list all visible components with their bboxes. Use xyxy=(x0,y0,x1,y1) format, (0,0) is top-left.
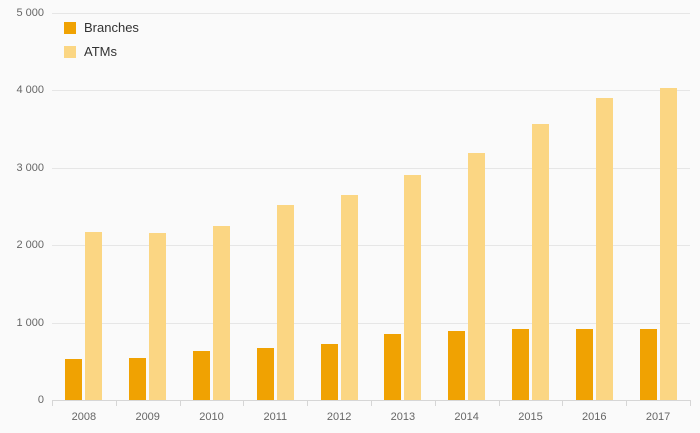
bar-branches-2015 xyxy=(511,328,529,400)
bar-atms-2008 xyxy=(85,232,103,400)
gridline xyxy=(52,322,690,324)
bar-group-2011: 2011 xyxy=(256,13,294,423)
y-axis-label: 3 000 xyxy=(16,161,44,174)
x-axis-tick xyxy=(115,400,117,406)
bar-atms-2009 xyxy=(149,232,167,400)
x-axis-tick xyxy=(562,400,564,406)
x-axis-label: 2013 xyxy=(390,411,416,423)
x-axis-label: 2014 xyxy=(454,411,479,423)
bar-group-2012: 2012 xyxy=(320,13,358,423)
bar-atms-2016 xyxy=(595,98,613,400)
bar-atms-2015 xyxy=(531,124,549,400)
x-axis-tick xyxy=(690,400,691,406)
bar-branches-2011 xyxy=(256,348,274,400)
bar-group-2017: 2017 xyxy=(639,13,677,423)
x-axis-tick xyxy=(307,400,309,406)
bar-atms-2017 xyxy=(659,88,677,400)
bar-atms-2010 xyxy=(212,225,230,400)
bar-atms-2013 xyxy=(404,174,422,400)
x-axis-label: 2016 xyxy=(582,411,607,423)
x-axis-label: 2015 xyxy=(518,411,543,423)
bar-branches-2012 xyxy=(320,343,338,400)
bar-branches-2010 xyxy=(192,351,210,400)
bar-branches-2009 xyxy=(129,357,147,400)
bar-atms-2012 xyxy=(340,194,358,400)
bar-group-2008: 2008 xyxy=(65,13,103,423)
bar-branches-2013 xyxy=(384,333,402,400)
x-axis-label: 2011 xyxy=(263,411,288,423)
legend-swatch-icon xyxy=(64,21,76,34)
bar-branches-2016 xyxy=(575,328,593,400)
x-axis-label: 2017 xyxy=(645,411,671,423)
bar-group-2010: 2010 xyxy=(192,13,230,423)
bar-branches-2017 xyxy=(639,328,657,400)
x-axis-tick xyxy=(498,400,500,406)
legend-label: ATMs xyxy=(84,44,117,59)
gridline xyxy=(52,167,690,169)
gridline xyxy=(52,245,690,247)
bar-atms-2014 xyxy=(468,153,486,400)
plot-area: 2008 2009 2010 2011 2012 2013 2014 2015 2016 2017… xyxy=(16,7,691,423)
bar-atms-2011 xyxy=(276,204,294,400)
legend-swatch-icon xyxy=(64,45,76,58)
bar-group-2009: 2009 xyxy=(129,13,167,423)
x-axis-tick xyxy=(179,400,181,406)
bar-group-2015: 2015 xyxy=(511,13,549,423)
x-axis-label: 2012 xyxy=(326,411,352,423)
y-axis-label: 1 000 xyxy=(16,316,44,329)
gridline xyxy=(52,90,690,92)
x-axis-tick xyxy=(434,400,436,406)
x-axis-label: 2008 xyxy=(71,411,97,423)
chart-legend: Branches ATMs xyxy=(64,20,139,59)
gridline xyxy=(52,13,690,14)
legend-label: Branches xyxy=(84,20,139,35)
x-axis-tick xyxy=(371,400,372,406)
x-axis-tick xyxy=(52,400,53,406)
bar-groups: 2008 2009 2010 2011 2012 2013 2014 2015 2016 2017 xyxy=(52,13,690,423)
x-axis-tick xyxy=(243,400,245,406)
y-axis-label: 2 000 xyxy=(16,239,44,252)
y-axis-label: 0 xyxy=(37,394,44,406)
x-axis-label: 2010 xyxy=(199,411,224,423)
legend-item-atms[interactable]: ATMs xyxy=(64,44,139,59)
bar-group-2016: 2016 xyxy=(575,13,613,423)
bar-branches-2008 xyxy=(65,358,83,400)
y-axis-label: 4 000 xyxy=(16,84,44,97)
x-axis-label: 2009 xyxy=(135,411,160,423)
bar-group-2013: 2013 xyxy=(384,13,422,423)
bar-group-2014: 2014 xyxy=(448,13,486,423)
y-axis-label: 5 000 xyxy=(16,7,44,19)
bar-branches-2014 xyxy=(448,331,466,400)
x-axis-tick xyxy=(626,400,628,406)
legend-item-branches[interactable]: Branches xyxy=(64,20,139,35)
